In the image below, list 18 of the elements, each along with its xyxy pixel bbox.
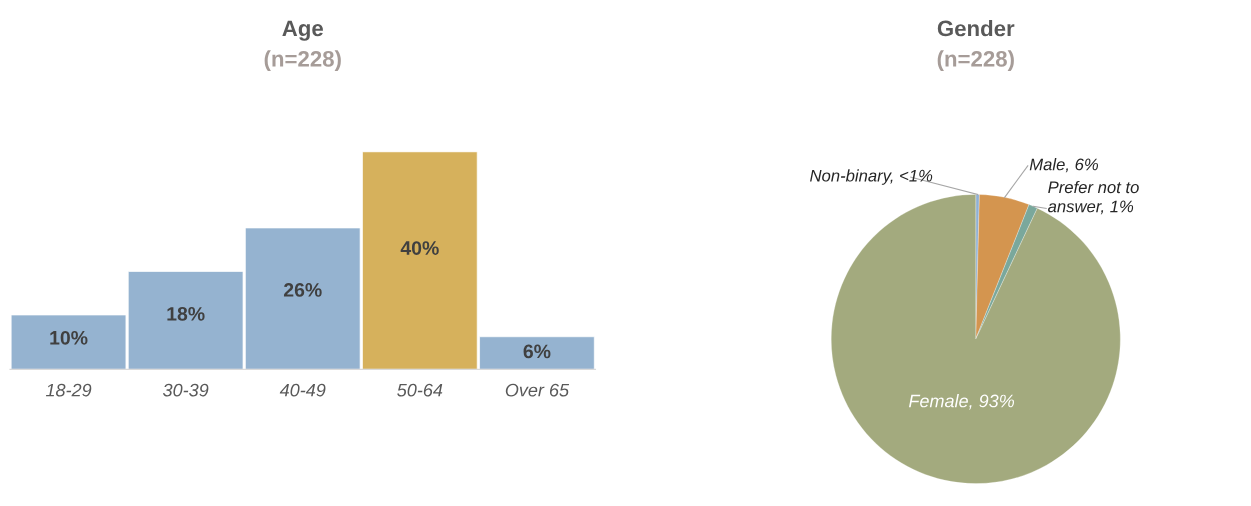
- chart-title: Gender: [937, 20, 1015, 37]
- x-tick-label: 18-29: [45, 383, 92, 397]
- x-tick-label: Over 65: [505, 383, 570, 397]
- data-label: 6%: [523, 344, 551, 359]
- chart-subtitle: (n=228): [937, 50, 1014, 72]
- slice-label: Prefer not to answer, 1%: [1048, 180, 1139, 215]
- data-label: 26%: [283, 283, 322, 297]
- data-label: 18%: [167, 306, 205, 321]
- slice-label: Female, 93%: [908, 394, 1014, 410]
- data-label: 40%: [400, 241, 439, 255]
- x-tick-label: 40-49: [279, 383, 326, 397]
- chart-subtitle: (n=228): [264, 50, 341, 72]
- x-tick-label: 30-39: [162, 383, 209, 397]
- slice-label: Non-binary, <1%: [810, 169, 933, 185]
- slice-label: Male, 6%: [1029, 158, 1098, 173]
- data-label: 10%: [50, 330, 88, 345]
- x-tick-label: 50-64: [397, 383, 443, 397]
- chart-title: Age: [282, 20, 323, 41]
